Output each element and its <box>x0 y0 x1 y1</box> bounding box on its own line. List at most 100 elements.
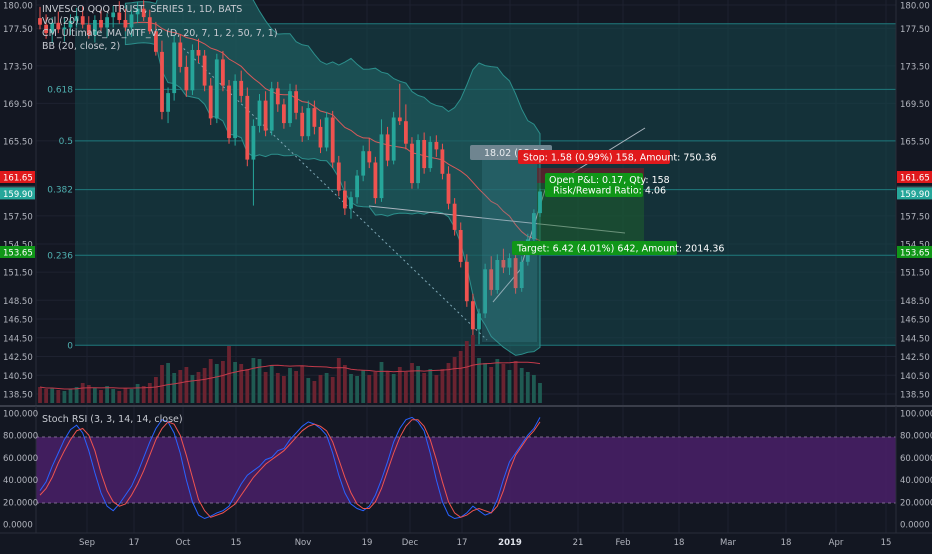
time-tick: 2019 <box>498 538 522 548</box>
candle-body <box>202 55 207 86</box>
candle <box>471 293 475 335</box>
price-tick: 169.50 <box>900 100 930 110</box>
bb-legend[interactable]: BB (20, close, 2) <box>42 40 121 52</box>
stop-label: Stop: 1.58 (0.99%) 158, Amount: 750.36 <box>523 153 717 164</box>
volume-bar <box>361 370 366 403</box>
candle <box>123 8 128 32</box>
candle <box>306 100 311 140</box>
candle-body <box>440 149 445 174</box>
candle-body <box>184 66 189 91</box>
candle <box>257 94 262 133</box>
stoch-tick: 60.0000 <box>3 454 38 464</box>
price-tick: 180.00 <box>3 2 33 12</box>
candle <box>166 87 170 124</box>
volume-bar <box>489 367 494 403</box>
candle <box>269 81 274 136</box>
candle <box>86 16 91 39</box>
price-tag <box>897 187 932 200</box>
candle <box>416 134 420 189</box>
volume-bar <box>184 367 189 403</box>
volume-bar <box>294 371 298 403</box>
volume-bar <box>513 361 518 403</box>
stoch-tick: 80.0000 <box>900 432 932 442</box>
stoch-tick: 40.0000 <box>900 476 932 486</box>
candle <box>458 222 463 268</box>
volume-bar <box>306 378 311 403</box>
price-tick: 157.50 <box>3 212 33 222</box>
volume-bar <box>464 341 469 403</box>
volume-bars <box>38 335 542 403</box>
volume-bar <box>471 335 475 403</box>
volume-ma-line <box>39 361 541 390</box>
candle-body <box>507 258 512 268</box>
candle-body <box>452 203 457 230</box>
candle-body <box>397 117 402 122</box>
candle-body <box>282 104 286 124</box>
volume-bar <box>269 365 274 403</box>
range-measure-label: 18.02 (12.56 <box>484 148 545 159</box>
price-tick: 148.50 <box>900 297 930 307</box>
candle <box>214 53 219 124</box>
candle <box>483 263 487 319</box>
candle-body <box>385 134 390 161</box>
time-tick: Oct <box>176 538 191 548</box>
candle-body <box>263 100 268 131</box>
stoch-d-line <box>39 419 541 518</box>
candle <box>385 126 390 167</box>
time-tick: 15 <box>881 538 892 548</box>
candle <box>275 81 280 112</box>
candle <box>318 119 323 154</box>
candle-body <box>160 51 164 112</box>
pnl-label-box <box>545 173 643 197</box>
volume-legend[interactable]: Vol (20) <box>42 16 79 28</box>
fib-level-label: 0.5 <box>59 137 73 147</box>
price-tag <box>0 245 35 258</box>
candle <box>422 132 427 174</box>
stoch-k-line <box>39 416 541 520</box>
volume-bar <box>416 366 420 403</box>
candle-body <box>105 17 109 28</box>
stoch-tick: 0.0000 <box>900 521 930 531</box>
candle-body <box>379 134 384 199</box>
volume-bar <box>263 372 268 403</box>
stoch-legend[interactable]: Stoch RSI (3, 3, 14, 14, close) <box>42 414 183 425</box>
price-tick: 144.50 <box>3 334 33 344</box>
candle-body <box>251 125 256 160</box>
candle <box>324 111 329 152</box>
volume-bar <box>288 368 292 403</box>
price-tick: 142.50 <box>900 353 930 363</box>
volume-bar <box>373 372 378 403</box>
candle <box>532 209 536 242</box>
volume-bar <box>257 359 262 403</box>
candle <box>245 87 250 167</box>
candle <box>495 254 500 294</box>
candle <box>336 155 341 197</box>
volume-bar <box>233 362 237 403</box>
volume-bar <box>44 389 48 403</box>
symbol-title[interactable]: INVESCO QQQ TRUST, SERIES 1, 1D, BATS <box>42 4 243 15</box>
candle <box>44 14 48 39</box>
candle <box>160 40 164 120</box>
candle-body <box>166 93 170 112</box>
candle <box>312 100 317 135</box>
ma-legend[interactable]: CM_Ultimate_MA_MTF_V2 (D, 20, 7, 1, 2, 5… <box>42 28 278 40</box>
volume-bar <box>519 368 524 403</box>
candle-body <box>361 151 366 176</box>
candle-body <box>501 260 506 268</box>
price-tick: 169.50 <box>3 100 33 110</box>
candle-body <box>391 117 396 161</box>
volume-bar <box>117 391 122 403</box>
volume-bar <box>50 388 55 403</box>
candle-body <box>477 313 481 330</box>
candle <box>367 138 372 169</box>
volume-bar <box>446 363 451 403</box>
volume-bar <box>343 365 347 403</box>
candle-body <box>111 12 116 18</box>
volume-bar <box>196 372 201 403</box>
candle <box>300 106 305 142</box>
candle <box>440 143 445 180</box>
candle <box>251 119 256 206</box>
candle-body <box>74 16 79 21</box>
